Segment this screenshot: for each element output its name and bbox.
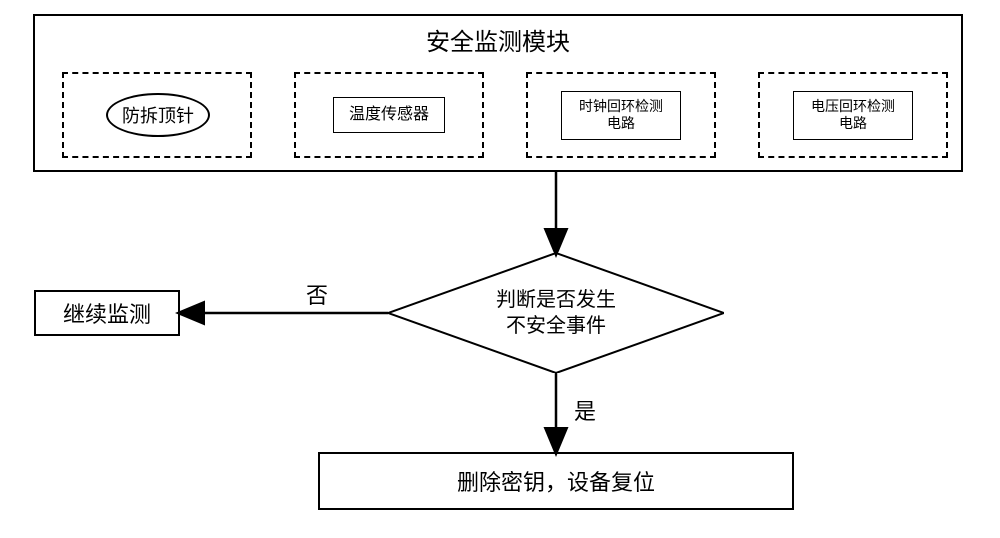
delete-key-reset-box: 删除密钥，设备复位	[318, 452, 794, 510]
sensor-dashed-1: 温度传感器	[294, 72, 484, 158]
sensor-box-1: 温度传感器	[333, 97, 445, 133]
module-title: 安全监测模块	[33, 22, 963, 57]
edge-label-yes: 是	[574, 394, 596, 426]
continue-monitoring-box: 继续监测	[34, 290, 180, 336]
decision-text-line1: 判断是否发生	[388, 287, 724, 313]
edge-label-no: 否	[306, 278, 328, 310]
sensor-box-3: 电压回环检测 电路	[793, 91, 913, 140]
sensor-box-2: 时钟回环检测 电路	[561, 91, 681, 140]
sensor-ellipse-0: 防拆顶针	[106, 93, 210, 137]
decision-text-line2: 不安全事件	[388, 313, 724, 339]
decision-text: 判断是否发生不安全事件	[388, 287, 724, 339]
sensor-dashed-3: 电压回环检测 电路	[758, 72, 948, 158]
sensor-dashed-2: 时钟回环检测 电路	[526, 72, 716, 158]
